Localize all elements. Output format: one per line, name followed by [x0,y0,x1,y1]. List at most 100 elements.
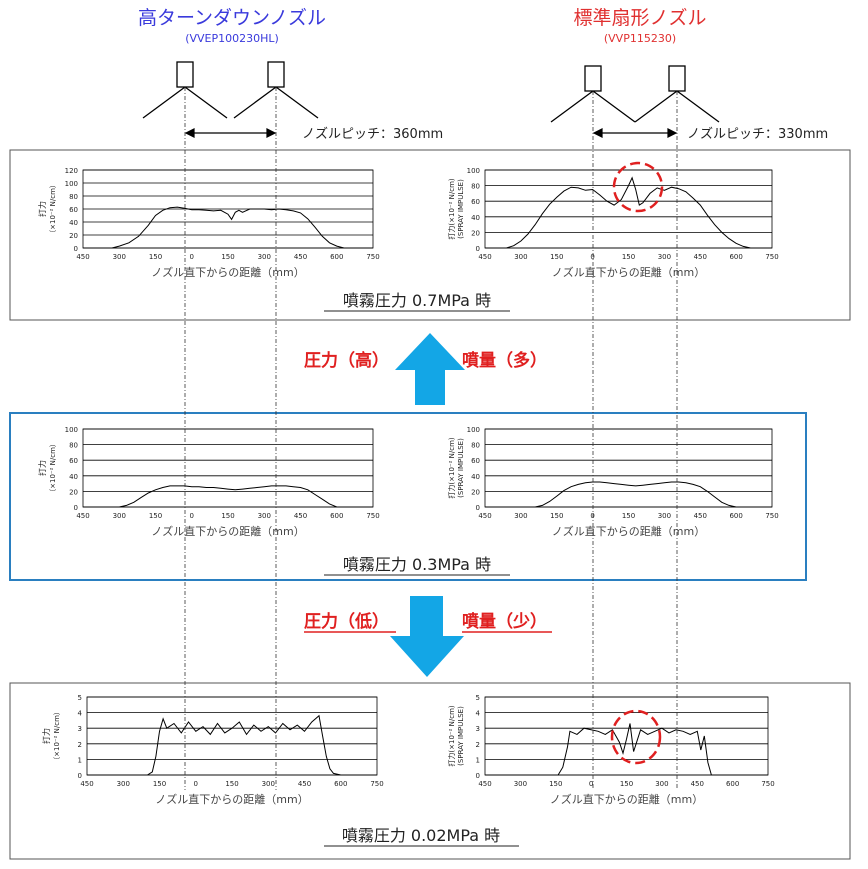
chart-0.02MPa-left: 0 1 2 3 4 5 450 300 150 0 150 300 450 600 750 ノズル直下からの距… [41,694,384,806]
y-tick-label: 2 [78,741,82,749]
down-arrow-left-label: 圧力（低） [304,611,389,632]
y-tick-label: 2 [476,741,480,749]
x-tick-label: 0 [190,253,194,261]
down-arrow-right-label: 噴量（少） [462,611,547,632]
x-axis-label: ノズル直下からの距離（mm） [552,265,705,279]
y-axis-label: 打力(×10⁻² N/cm) [447,178,456,239]
x-tick-label: 300 [117,780,130,788]
y-axis-label: 打力 [37,460,47,476]
x-tick-label: 300 [514,253,527,261]
x-tick-label: 450 [294,253,307,261]
series-line [485,723,768,776]
y-tick-label: 40 [69,473,78,481]
y-tick-label: 40 [471,214,480,222]
x-tick-label: 300 [113,253,126,261]
y-tick-label: 60 [69,206,78,214]
y-tick-label: 20 [69,232,78,240]
y-tick-label: 0 [74,245,78,253]
y-tick-label: 0 [74,504,78,512]
x-tick-label: 150 [225,780,238,788]
y-tick-label: 80 [69,442,78,450]
left-pitch-arrow [184,128,277,138]
x-tick-label: 300 [258,512,271,520]
y-tick-label: 3 [78,725,82,733]
x-tick-label: 450 [298,780,311,788]
y-tick-label: 1 [78,756,82,764]
panel-frame-0.02mpa [9,682,851,860]
y-axis-sub-label: (SPRAY IMPULSE) [457,438,465,498]
x-tick-label: 450 [478,780,491,788]
right-pitch-label: ノズルピッチ：330mm [687,126,828,142]
y-axis-label: 打力 [37,201,47,217]
left-nozzle-title: 高ターンダウンノズル [138,7,326,29]
x-tick-label: 150 [149,253,162,261]
x-tick-label: 0 [194,780,198,788]
x-tick-label: 750 [761,780,774,788]
plot-frame [484,696,769,776]
x-tick-label: 750 [366,253,379,261]
y-tick-label: 4 [476,710,481,718]
y-tick-label: 4 [78,710,83,718]
right-nozzle-title: 標準扇形ノズル [573,7,706,29]
x-tick-label: 750 [366,512,379,520]
y-tick-label: 3 [476,725,480,733]
panel-caption-0.02mpa: 噴霧圧力 0.02MPa 時 [342,826,500,845]
x-tick-label: 300 [658,253,671,261]
y-axis-unit: （×10⁻² N/cm） [49,440,57,496]
y-tick-label: 60 [471,198,480,206]
down-arrow-icon [390,596,464,677]
y-tick-label: 40 [69,219,78,227]
y-axis-label: 打力(×10⁻² N/cm) [447,437,456,498]
x-tick-label: 150 [153,780,166,788]
y-tick-label: 80 [69,193,78,201]
series-line [87,714,377,776]
x-tick-label: 150 [550,512,563,520]
x-tick-label: 300 [262,780,275,788]
y-axis-unit: （×10⁻² N/cm） [49,181,57,237]
panel-caption-0.7mpa: 噴霧圧力 0.7MPa 時 [343,291,491,310]
y-tick-label: 60 [471,457,480,465]
x-tick-label: 150 [549,780,562,788]
x-tick-label: 750 [370,780,383,788]
y-tick-label: 20 [471,488,480,496]
x-tick-label: 300 [658,512,671,520]
x-tick-label: 450 [76,253,89,261]
x-tick-label: 450 [294,512,307,520]
plot-frame [484,169,773,249]
x-tick-label: 300 [258,253,271,261]
x-axis-label: ノズル直下からの距離（mm） [550,792,703,806]
up-arrow-right-label: 噴量（多） [462,350,547,371]
x-axis-label: ノズル直下からの距離（mm） [151,265,304,279]
y-tick-label: 60 [69,457,78,465]
y-axis-label: 打力 [41,728,51,744]
x-tick-label: 600 [726,780,739,788]
x-tick-label: 300 [655,780,668,788]
y-tick-label: 80 [471,183,480,191]
y-tick-label: 0 [78,772,82,780]
x-tick-label: 150 [221,512,234,520]
series-line [485,481,772,508]
x-axis-label: ノズル直下からの距離（mm） [151,524,304,538]
x-tick-label: 600 [334,780,347,788]
right-pitch-arrow [592,128,678,138]
plot-frame [82,428,374,508]
right-nozzle-model: (VVP115230) [604,32,676,45]
highlight-circle-0.02mpa [610,709,662,765]
y-tick-label: 100 [467,167,480,175]
x-tick-label: 0 [190,512,194,520]
y-axis-sub-label: (SPRAY IMPULSE) [457,706,465,766]
left-nozzle-model: (VVEP100230HL) [185,32,279,45]
y-tick-label: 100 [467,426,480,434]
x-tick-label: 450 [691,780,704,788]
y-axis-unit: （×10⁻² N/cm） [53,708,61,764]
x-axis-label: ノズル直下からの距離（mm） [552,524,705,538]
chart-0.7MPa-left: 0 20 40 60 80 100 120 450 300 150 0 150 300 450 600 750… [37,167,380,279]
y-tick-label: 0 [476,245,480,253]
y-tick-label: 100 [65,426,78,434]
y-tick-label: 80 [471,442,480,450]
x-tick-label: 0 [589,780,593,788]
x-tick-label: 150 [550,253,563,261]
